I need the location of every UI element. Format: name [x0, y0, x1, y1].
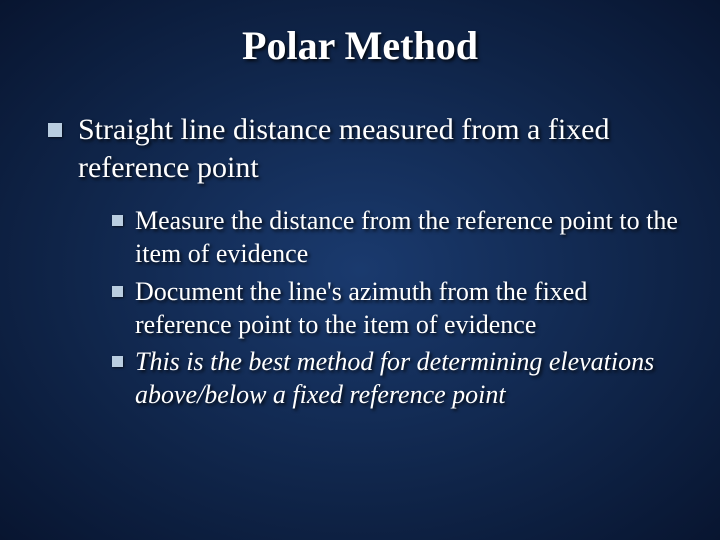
slide-title: Polar Method [40, 22, 680, 69]
bullet-level1: Straight line distance measured from a f… [48, 111, 680, 186]
level1-text: Straight line distance measured from a f… [78, 111, 680, 186]
square-bullet-icon [112, 356, 123, 367]
bullet-level2: This is the best method for determining … [112, 345, 680, 412]
bullet-level2: Document the line's azimuth from the fix… [112, 275, 680, 342]
level2-container: Measure the distance from the reference … [112, 204, 680, 412]
square-bullet-icon [112, 286, 123, 297]
square-bullet-icon [112, 215, 123, 226]
level2-text: This is the best method for determining … [135, 345, 680, 412]
level2-text: Measure the distance from the reference … [135, 204, 680, 271]
square-bullet-icon [48, 123, 62, 137]
level2-text: Document the line's azimuth from the fix… [135, 275, 680, 342]
slide-container: Polar Method Straight line distance meas… [0, 0, 720, 540]
bullet-level2: Measure the distance from the reference … [112, 204, 680, 271]
